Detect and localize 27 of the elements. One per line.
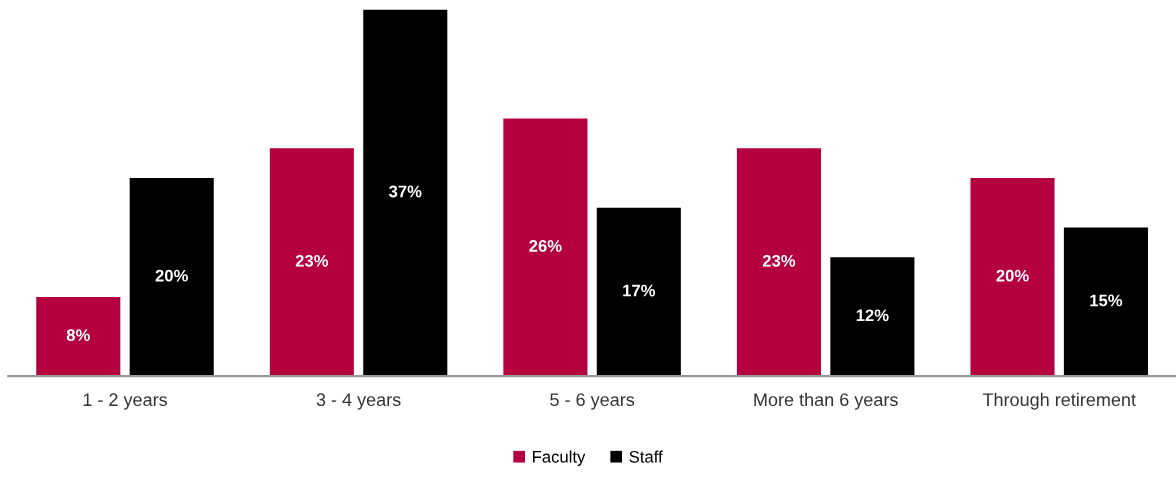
bar bbox=[736, 148, 821, 377]
data-label: 20% bbox=[155, 269, 188, 282]
data-label: 37% bbox=[388, 185, 422, 198]
x-tick-label: 3 - 4 years bbox=[316, 393, 401, 410]
bar bbox=[363, 9, 448, 377]
data-label: 12% bbox=[856, 309, 889, 322]
x-tick-label: More than 6 years bbox=[754, 392, 898, 410]
bar bbox=[129, 178, 214, 377]
bar bbox=[1063, 227, 1148, 377]
data-label: 23% bbox=[295, 254, 329, 267]
data-label: 8% bbox=[66, 329, 90, 341]
legend-label: Staff bbox=[629, 450, 663, 463]
x-tick-label: Through retirement bbox=[982, 392, 1136, 410]
data-label: 23% bbox=[762, 254, 796, 267]
bar bbox=[830, 257, 915, 377]
data-label: 20% bbox=[996, 269, 1029, 282]
bar bbox=[970, 178, 1055, 377]
bar bbox=[503, 118, 588, 377]
data-label: 26% bbox=[529, 240, 562, 252]
data-label: 17% bbox=[623, 284, 656, 297]
bar bbox=[596, 207, 681, 377]
x-tick-label: 5 - 6 years bbox=[550, 393, 635, 410]
bar bbox=[36, 296, 121, 377]
legend-label: Faculty bbox=[533, 450, 586, 466]
x-tick-label: 1 - 2 years bbox=[83, 393, 168, 410]
bar bbox=[269, 148, 354, 377]
data-label: 15% bbox=[1090, 294, 1123, 307]
